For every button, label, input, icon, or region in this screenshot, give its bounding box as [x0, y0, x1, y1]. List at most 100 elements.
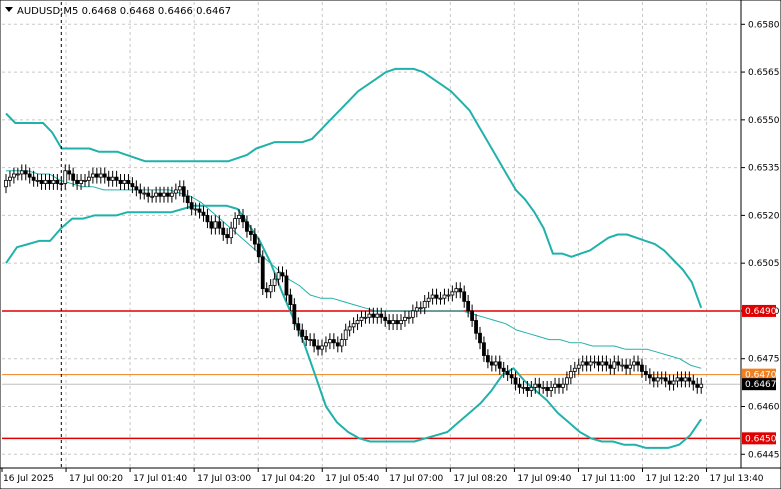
candle-body	[632, 361, 636, 366]
time-tick-label: 16 Jul 2025	[3, 474, 54, 484]
candle-body	[395, 320, 399, 325]
candle-body	[608, 364, 613, 369]
candle-body	[647, 374, 652, 379]
level-price-tag-bg	[742, 304, 776, 317]
candle-body	[35, 179, 40, 182]
bollinger-middle-band	[6, 170, 702, 369]
candle-body	[426, 297, 431, 302]
candle-body	[225, 234, 230, 239]
candle-body	[557, 383, 561, 388]
candle-body	[4, 179, 8, 188]
candle-body	[300, 329, 305, 337]
candle-body	[418, 307, 423, 310]
current-price-tag: 0.6467	[745, 380, 777, 390]
candle-body	[162, 192, 166, 197]
candle-body	[359, 316, 364, 321]
current-price-tag-bg	[742, 378, 776, 391]
candle-body	[442, 294, 447, 299]
candle-body	[675, 377, 680, 382]
candle-body	[43, 179, 48, 184]
candle-body	[406, 316, 411, 319]
candle-body	[75, 179, 79, 184]
candle-body	[414, 307, 419, 312]
candle-body	[493, 361, 498, 366]
candle-body	[110, 176, 115, 181]
candle-body	[517, 383, 522, 388]
candle-body	[229, 227, 234, 239]
candle-body	[612, 361, 617, 369]
time-tick-label: 17 Jul 07:00	[389, 474, 443, 484]
candle-body	[545, 386, 550, 391]
candle-body	[71, 173, 76, 181]
candle-body	[260, 256, 265, 290]
candle-body	[173, 189, 178, 194]
price-tick-label: 0.6505	[748, 259, 780, 269]
candle-body	[31, 176, 36, 181]
candle-body	[327, 339, 332, 344]
candle-body	[430, 294, 435, 299]
candle-body	[39, 179, 44, 184]
candle-body	[205, 214, 210, 223]
candle-body	[620, 364, 625, 367]
candle-body	[399, 320, 403, 325]
candle-body	[308, 339, 313, 342]
time-tick-label: 17 Jul 08:20	[453, 474, 507, 484]
price-tick-label: 0.6580	[748, 20, 780, 30]
price-tick-label: 0.6520	[748, 211, 780, 221]
candle-body	[221, 227, 226, 235]
candle-body	[19, 170, 24, 175]
candle-body	[304, 336, 309, 341]
candle-body	[549, 386, 553, 391]
candle-body	[209, 221, 214, 229]
candle-body	[568, 371, 573, 379]
candle-body	[233, 218, 238, 229]
candle-body	[264, 288, 269, 293]
candle-body	[134, 186, 139, 191]
candle-body	[667, 380, 672, 385]
candle-body	[687, 377, 692, 382]
candle-body	[8, 176, 12, 181]
candle-body	[130, 183, 135, 188]
candle-body	[533, 383, 538, 388]
bollinger-upper-band	[5, 67, 703, 309]
bollinger-bands	[5, 67, 703, 449]
candle-body	[241, 214, 245, 223]
candle-body	[63, 170, 68, 184]
candle-body	[288, 294, 293, 305]
time-tick-label: 17 Jul 12:20	[646, 474, 700, 484]
level-price-tag: 0.6470	[745, 371, 777, 381]
candle-body	[600, 361, 605, 366]
candle-body	[122, 179, 127, 184]
candle-body	[217, 221, 222, 229]
candle-body	[565, 377, 569, 385]
candle-body	[248, 230, 253, 235]
candle-body	[181, 186, 186, 197]
candle-body	[505, 371, 510, 376]
time-tick-label: 17 Jul 01:40	[133, 474, 187, 484]
candle-body	[616, 361, 621, 366]
candle-body	[541, 386, 546, 389]
candle-body	[142, 192, 147, 195]
candle-body	[106, 176, 111, 181]
candle-body	[268, 285, 273, 293]
candle-body	[284, 275, 289, 296]
candle-body	[67, 170, 72, 175]
triangle-down-icon[interactable]	[5, 7, 13, 12]
time-tick-label: 17 Jul 00:20	[69, 474, 123, 484]
time-axis: 16 Jul 2025 17 Jul 00:20 17 Jul 01:40 17 Ju…	[1, 468, 764, 484]
candle-body	[47, 179, 52, 184]
candle-body	[636, 361, 640, 366]
candle-body	[339, 339, 344, 347]
candle-body	[11, 173, 16, 178]
candle-body	[525, 386, 530, 391]
candle-body	[363, 316, 368, 319]
price-tick-label: 0.6550	[748, 116, 780, 126]
price-tick-label: 0.6535	[748, 164, 780, 174]
candle-body	[367, 313, 372, 318]
candle-body	[154, 192, 159, 197]
candle-body	[237, 214, 241, 219]
candle-body	[624, 364, 629, 369]
candle-body	[422, 300, 427, 309]
time-tick-label: 17 Jul 04:20	[261, 474, 315, 484]
